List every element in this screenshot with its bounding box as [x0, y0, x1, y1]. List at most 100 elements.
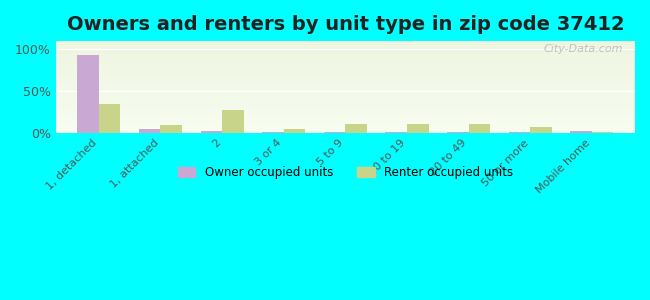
Bar: [56, 113, 635, 114]
Title: Owners and renters by unit type in zip code 37412: Owners and renters by unit type in zip c…: [66, 15, 624, 34]
Bar: [56, 92, 635, 93]
Bar: [56, 67, 635, 68]
Bar: [56, 131, 635, 132]
Bar: [56, 97, 635, 98]
Bar: [56, 99, 635, 100]
Bar: [56, 61, 635, 62]
Bar: [56, 98, 635, 99]
Bar: [56, 109, 635, 110]
Bar: [56, 128, 635, 129]
Bar: [56, 54, 635, 55]
Bar: [56, 106, 635, 107]
Bar: [56, 66, 635, 67]
Bar: [56, 78, 635, 79]
Bar: [56, 93, 635, 94]
Bar: [56, 123, 635, 124]
Bar: [56, 115, 635, 116]
Legend: Owner occupied units, Renter occupied units: Owner occupied units, Renter occupied un…: [173, 161, 518, 184]
Bar: [56, 79, 635, 80]
Bar: [56, 89, 635, 90]
Bar: [56, 69, 635, 70]
Bar: [592, 132, 614, 133]
Bar: [56, 56, 635, 57]
Bar: [201, 131, 222, 133]
Bar: [56, 43, 635, 44]
Bar: [161, 125, 182, 133]
Bar: [56, 46, 635, 47]
Bar: [56, 103, 635, 104]
Bar: [56, 42, 635, 43]
Text: City-Data.com: City-Data.com: [544, 44, 623, 54]
Bar: [56, 116, 635, 117]
Bar: [345, 124, 367, 133]
Bar: [56, 124, 635, 125]
Bar: [284, 129, 306, 133]
Bar: [56, 107, 635, 108]
Bar: [56, 119, 635, 120]
Bar: [56, 64, 635, 65]
Bar: [56, 118, 635, 119]
Bar: [139, 129, 161, 133]
Bar: [56, 77, 635, 78]
Bar: [262, 132, 284, 133]
Bar: [56, 127, 635, 128]
Bar: [56, 52, 635, 53]
Bar: [56, 82, 635, 83]
Bar: [447, 132, 469, 133]
Bar: [56, 80, 635, 81]
Bar: [56, 94, 635, 95]
Bar: [56, 59, 635, 60]
Bar: [56, 81, 635, 82]
Bar: [56, 49, 635, 50]
Bar: [56, 108, 635, 109]
Bar: [56, 57, 635, 58]
Bar: [56, 117, 635, 118]
Bar: [99, 104, 120, 133]
Bar: [56, 41, 635, 42]
Bar: [570, 131, 592, 133]
Bar: [56, 70, 635, 71]
Bar: [407, 124, 428, 133]
Bar: [56, 73, 635, 74]
Bar: [56, 44, 635, 45]
Bar: [56, 55, 635, 56]
Bar: [56, 53, 635, 54]
Bar: [469, 124, 490, 133]
Bar: [56, 100, 635, 101]
Bar: [56, 104, 635, 105]
Bar: [56, 90, 635, 91]
Bar: [56, 51, 635, 52]
Bar: [56, 114, 635, 115]
Bar: [56, 96, 635, 97]
Bar: [56, 60, 635, 61]
Bar: [56, 45, 635, 46]
Bar: [56, 112, 635, 113]
Bar: [56, 65, 635, 66]
Bar: [56, 76, 635, 77]
Bar: [77, 55, 99, 133]
Bar: [56, 111, 635, 112]
Bar: [56, 86, 635, 87]
Bar: [385, 132, 407, 133]
Bar: [56, 132, 635, 133]
Bar: [56, 48, 635, 49]
Bar: [530, 127, 552, 133]
Bar: [56, 101, 635, 102]
Bar: [56, 102, 635, 103]
Bar: [56, 63, 635, 64]
Bar: [56, 125, 635, 126]
Bar: [56, 120, 635, 121]
Bar: [56, 121, 635, 122]
Bar: [56, 87, 635, 88]
Bar: [56, 130, 635, 131]
Bar: [56, 72, 635, 73]
Bar: [56, 88, 635, 89]
Bar: [56, 110, 635, 111]
Bar: [56, 74, 635, 75]
Bar: [56, 47, 635, 48]
Bar: [56, 126, 635, 127]
Bar: [509, 132, 530, 133]
Bar: [222, 110, 244, 133]
Bar: [56, 75, 635, 76]
Bar: [56, 84, 635, 85]
